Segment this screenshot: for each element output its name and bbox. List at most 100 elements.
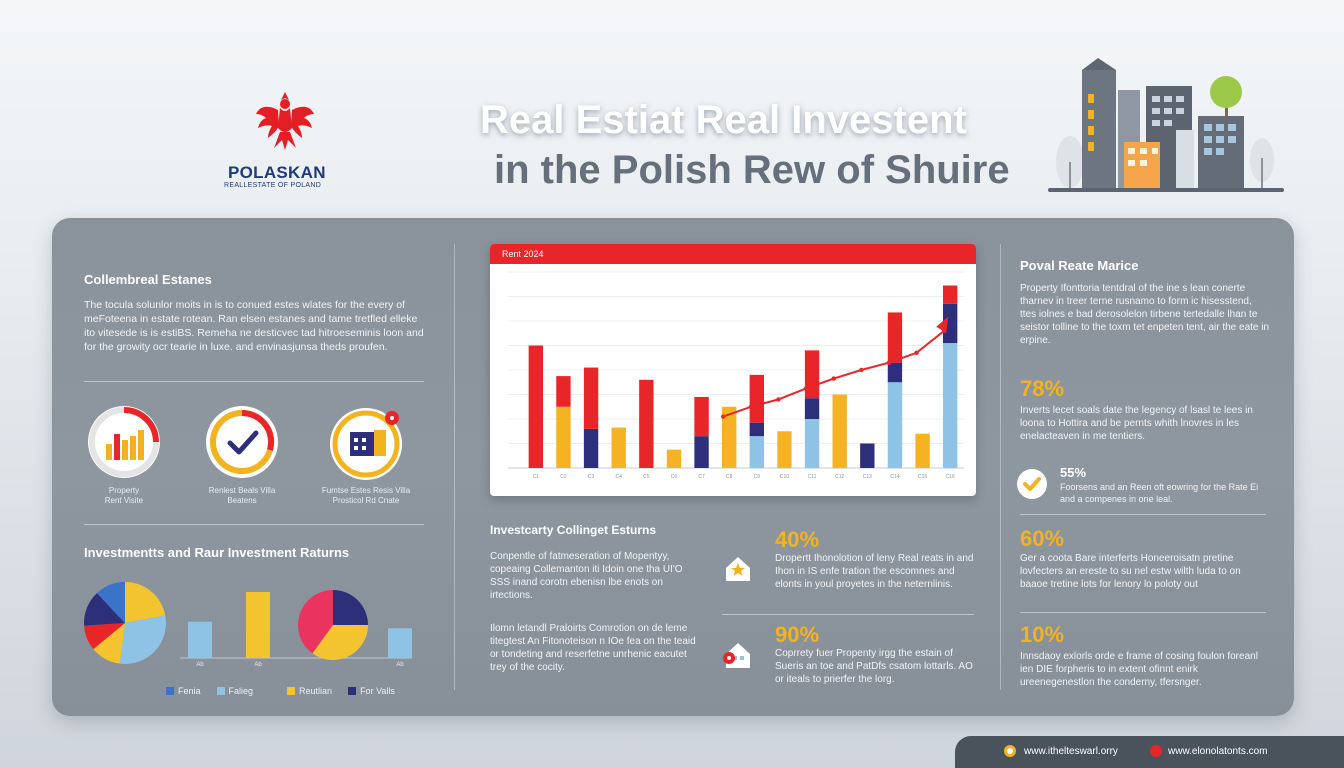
section-divider [84, 381, 424, 382]
pie-slice [84, 623, 125, 650]
pie-slice [298, 590, 333, 654]
left-heading: Collembreal Estanes [84, 272, 212, 287]
bar-segment [860, 443, 875, 468]
bar-segment [749, 436, 764, 468]
bar-segment [943, 285, 958, 304]
x-tick-label: C14 [890, 474, 899, 480]
bar-segment [611, 427, 626, 468]
main-chart-card: Rent 2024 C1 C2 C3 C4 C5 C6 C7 C8 C9 C10 C11 C12 C13… [490, 244, 976, 496]
legend-label: Reutlian [299, 686, 333, 696]
house-star-icon [726, 557, 750, 581]
footer-link-1[interactable]: www.ithelteswarl.orry [1024, 746, 1118, 757]
x-tick-label: C8 [726, 474, 733, 480]
x-tick-label: C2 [560, 474, 567, 480]
city-skyline-illustration [1048, 58, 1284, 192]
pin-icon [1150, 745, 1162, 757]
right-stat-2-text: Foorsens and an Reen oft eowring for the… [1060, 482, 1259, 504]
bar-segment [694, 396, 709, 437]
mini-bar-chart: Ab Ab Ab [180, 592, 412, 668]
chart-header [490, 244, 976, 264]
mini-bar-label: Ab [396, 662, 404, 668]
bar-segment [556, 376, 571, 407]
bar-segment [749, 374, 764, 423]
trend-point [776, 397, 781, 402]
column-divider [1000, 244, 1001, 690]
center-stat-1-value: 40% [775, 527, 820, 552]
bar-segment [887, 382, 903, 468]
mini-bar [188, 621, 212, 658]
legend-swatch [216, 687, 225, 695]
bar-segment [804, 350, 820, 399]
right-stat-1-text: Inverts lecet soals date the legency of … [1020, 405, 1253, 442]
bar-segment [556, 406, 571, 468]
bar-segment [722, 406, 737, 468]
bar-segment [777, 431, 792, 468]
pie-chart [298, 590, 368, 660]
x-tick-label: C16 [946, 474, 955, 480]
bar-segment [749, 422, 764, 437]
center-stat-1-text: Dropertt Ihonolotion of leny Real reats … [775, 553, 974, 590]
legend-swatch [348, 687, 357, 695]
pie-slice [312, 625, 368, 660]
page-title-line-2: in the Polish Rew of Shuire [494, 148, 1010, 192]
bar-segment [804, 419, 820, 468]
x-tick-label: C10 [780, 474, 789, 480]
legend-label: Falieg [228, 686, 254, 696]
x-tick-label: C4 [615, 474, 622, 480]
section-divider [722, 614, 974, 615]
checkmark-icon [1017, 469, 1047, 499]
house-pin-icon [723, 643, 750, 668]
trend-point [720, 414, 726, 419]
investments-heading: Investmentts and Raur Investment Raturns [84, 545, 350, 560]
legend-item: For Valls [348, 686, 395, 696]
trend-point [803, 386, 809, 391]
trend-point [886, 360, 892, 365]
x-tick-label: C3 [588, 474, 595, 480]
bar-segment [887, 312, 903, 363]
legend-swatch [166, 687, 174, 695]
legend-label: For Valls [360, 686, 395, 696]
trend-point [859, 367, 864, 373]
right-stat-4-text: Innsdaoy exlorls orde e frame of cosing … [1020, 651, 1258, 688]
logo-name: POLASKAN [228, 163, 326, 182]
bar-segment [943, 343, 958, 468]
center-sub-heading: Investcarty Collinget Esturns [490, 523, 657, 537]
page-title-line-1: Real Estiat Real Investent [480, 98, 967, 142]
bar-chart-icon [88, 406, 160, 478]
right-stat-3-text: Ger a coota Bare interferts Honeeroisatn… [1020, 553, 1241, 590]
right-paragraph: Property Ifonttoria tentdral of the ine … [1020, 283, 1270, 346]
x-tick-label: C9 [754, 474, 761, 480]
trend-point [831, 376, 836, 381]
bar-segment [887, 362, 903, 383]
mini-bar-label: Ab [196, 662, 204, 668]
checkmark-icon [206, 406, 278, 478]
legend: Fenia Falieg Reutlian For Valls [166, 686, 395, 696]
pie-chart [84, 582, 166, 664]
footer-link-2[interactable]: www.elonolatonts.com [1168, 746, 1268, 757]
x-tick-label: C11 [808, 474, 817, 480]
pie-slice [119, 615, 166, 664]
bar-segment [639, 379, 654, 468]
chart-title: Rent 2024 [502, 249, 544, 259]
legend-item: Falieg [216, 686, 254, 696]
bar-segment [915, 433, 930, 468]
trend-arrowhead [936, 316, 949, 333]
legend-item: Reutlian [287, 686, 332, 696]
right-stat-4-value: 10% [1020, 622, 1065, 647]
legend-item: Fenia [166, 686, 201, 696]
mini-bar-label: Ab [254, 662, 262, 668]
trend-point [914, 350, 919, 356]
center-paragraph-2: Ilomn letandl Praloirts Comrotion on de … [490, 623, 696, 673]
mini-bar [246, 592, 270, 658]
stacked-bar-chart: C1 C2 C3 C4 C5 C6 C7 C8 C9 C10 C11 C12 C13 C14 C15 C16 [508, 271, 964, 480]
x-tick-label: C6 [671, 474, 678, 480]
section-divider [1020, 612, 1266, 613]
right-stat-2-value: 55% [1060, 465, 1087, 480]
bar-segment [666, 449, 682, 468]
bar-segment [694, 436, 709, 468]
right-heading: Poval Reate Marice [1020, 258, 1139, 273]
x-tick-label: C5 [643, 474, 650, 480]
footer-bar [955, 736, 1344, 768]
center-stat-2-text: Coprrety fuer Propenty irgg the estain o… [775, 648, 973, 685]
bar-segment [528, 345, 543, 468]
